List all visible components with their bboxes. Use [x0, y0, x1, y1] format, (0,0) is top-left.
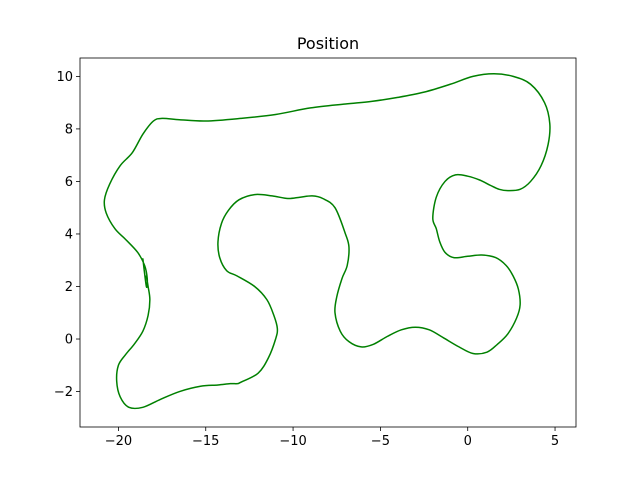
y-tick-label: 4: [65, 227, 73, 242]
y-tick-label: 6: [65, 175, 73, 190]
chart-title: Position: [297, 34, 359, 53]
axes-frame: [79, 57, 577, 428]
y-tick-label: −2: [54, 385, 73, 400]
x-tick-label: −15: [192, 434, 219, 449]
x-tick-label: −10: [279, 434, 306, 449]
y-tick-label: 0: [65, 333, 73, 348]
series-line-0: [103, 73, 551, 410]
x-axis: −20 −15 −10 −5 0 5: [105, 427, 559, 449]
y-axis: −2 0 2 4 6 8 10: [54, 70, 80, 400]
plot-area: [79, 57, 577, 428]
y-tick-label: 2: [65, 280, 73, 295]
y-tick-label: 10: [56, 70, 73, 85]
x-tick-label: 0: [464, 434, 472, 449]
x-tick-label: −5: [371, 434, 390, 449]
x-tick-label: −20: [105, 434, 132, 449]
y-tick-label: 8: [65, 122, 73, 137]
x-tick-label: 5: [551, 434, 559, 449]
